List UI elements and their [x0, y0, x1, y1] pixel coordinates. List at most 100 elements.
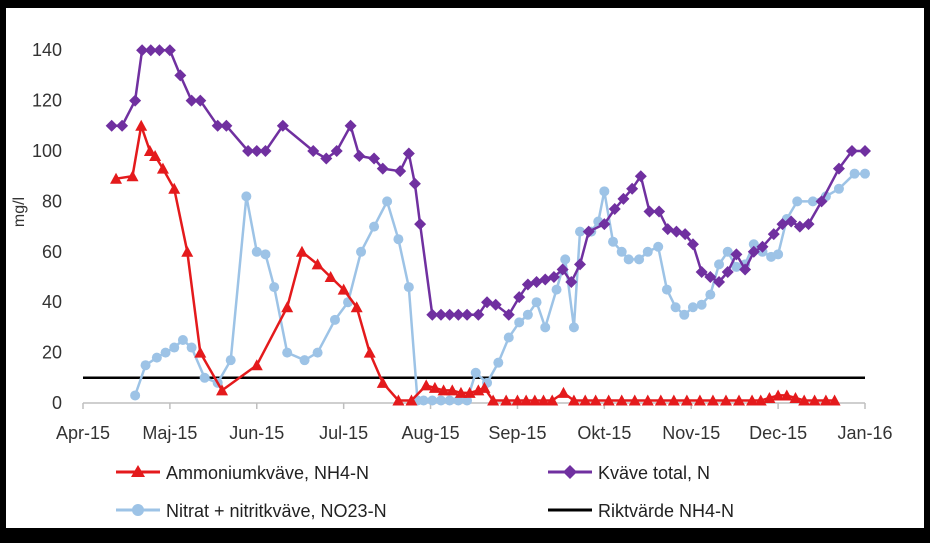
- series-1-point-25: [408, 177, 421, 190]
- y-tick-40: 40: [42, 292, 62, 312]
- series-0-point-30: [500, 394, 513, 406]
- series-0-point-37: [567, 394, 580, 406]
- series-1-point-8: [185, 94, 198, 107]
- y-tick-labels: 0 20 40 60 80 100 120 140: [32, 40, 62, 413]
- series-0-point-32: [520, 394, 533, 406]
- series-2-point-68: [807, 196, 818, 207]
- series-2-point-46: [608, 236, 619, 247]
- x-tick-0: Apr-15: [56, 423, 110, 443]
- legend-swatch-nitrat-marker: [132, 504, 144, 516]
- series-2-point-39: [551, 284, 562, 295]
- series-0-point-2: [135, 119, 148, 131]
- series-0-point-12: [295, 245, 308, 257]
- series-1-point-27: [426, 308, 439, 321]
- series-1-point-49: [634, 170, 647, 183]
- series-2-point-20: [369, 221, 380, 232]
- series-2-point-26: [427, 395, 438, 406]
- series-1-point-32: [472, 308, 485, 321]
- series-1-point-0: [105, 119, 118, 132]
- series-0-point-50: [733, 394, 746, 406]
- series-1-point-53: [670, 225, 683, 238]
- series-2-point-67: [792, 196, 803, 207]
- series-1-point-15: [276, 119, 289, 132]
- series-0-point-59: [819, 394, 832, 406]
- series-0-point-60: [828, 394, 841, 406]
- legend-swatch-kvave-marker: [563, 465, 577, 479]
- series-0: [110, 119, 841, 406]
- series-0-point-44: [654, 394, 667, 406]
- series-2-point-14: [282, 347, 293, 358]
- series-1-point-64: [767, 228, 780, 241]
- series-1-point-69: [815, 195, 828, 208]
- series-0-point-56: [789, 391, 802, 403]
- series-2-point-9: [225, 355, 236, 366]
- series-1-point-38: [530, 276, 543, 289]
- x-tick-6: Okt-15: [577, 423, 631, 443]
- series-1-point-10: [211, 119, 224, 132]
- series-0-point-21: [420, 379, 433, 391]
- series-0-point-49: [719, 394, 732, 406]
- series-2-point-71: [849, 168, 860, 179]
- series-1-point-41: [556, 263, 569, 276]
- series-1-point-9: [194, 94, 207, 107]
- series-0-point-16: [350, 301, 363, 313]
- series-2-point-23: [403, 282, 414, 293]
- series-0-point-35: [546, 394, 559, 406]
- series-1-point-37: [521, 278, 534, 291]
- series-0-point-1: [126, 170, 139, 182]
- series-2-point-7: [199, 372, 210, 383]
- series-0-point-51: [746, 394, 759, 406]
- series-2-point-49: [634, 254, 645, 265]
- series-2-point-6: [186, 342, 197, 353]
- series-2-point-2: [151, 352, 162, 363]
- series-0-point-36: [557, 386, 570, 398]
- series-2: [130, 168, 870, 406]
- series-0-point-42: [628, 394, 641, 406]
- series-0-point-13: [311, 258, 324, 270]
- series-1-point-5: [153, 44, 166, 57]
- series-1-point-21: [368, 152, 381, 165]
- series-2-point-62: [748, 239, 759, 250]
- series-2-point-3: [160, 347, 171, 358]
- series-0-point-3: [143, 145, 156, 156]
- series-0-point-9: [216, 384, 229, 396]
- series-1-point-46: [608, 202, 621, 215]
- series-1-point-33: [481, 296, 494, 309]
- series-1-point-58: [713, 276, 726, 289]
- series-1-point-6: [163, 44, 176, 57]
- series-2-point-40: [560, 254, 571, 265]
- series-0-point-57: [798, 394, 811, 406]
- series-1-point-63: [756, 240, 769, 253]
- series-1-point-20: [353, 150, 366, 163]
- series-1-point-26: [414, 218, 427, 231]
- series-0-point-34: [537, 394, 550, 406]
- series-2-point-70: [833, 183, 844, 194]
- series-1-point-7: [174, 69, 187, 82]
- series-2-point-34: [503, 332, 514, 343]
- series-2-point-45: [599, 186, 610, 197]
- series-0-point-24: [446, 384, 459, 396]
- series-1-point-13: [250, 145, 263, 157]
- series-1-point-61: [739, 263, 752, 276]
- legend-item-nitrat: Nitrat + nitritkväve, NO23-N: [116, 501, 387, 521]
- series-1-point-23: [394, 165, 407, 178]
- series-2-point-10: [241, 191, 252, 202]
- series-2-point-38: [540, 322, 551, 333]
- series-2-point-41: [568, 322, 579, 333]
- series-0-point-41: [615, 394, 628, 406]
- series-2-point-19: [356, 246, 367, 257]
- series-0-point-33: [528, 394, 541, 406]
- legend-item-ammonium: Ammoniumkväve, NH4-N: [116, 463, 369, 483]
- series-1-point-43: [574, 258, 587, 271]
- series-1-point-42: [565, 276, 578, 289]
- series-2-point-29: [453, 395, 464, 406]
- series-0-point-43: [641, 394, 654, 406]
- series-1-point-24: [402, 147, 415, 160]
- y-tick-20: 20: [42, 343, 62, 363]
- series-1-point-62: [747, 245, 760, 258]
- series-2-point-50: [642, 246, 653, 257]
- series-1-point-3: [136, 44, 149, 57]
- series-2-point-51: [653, 241, 664, 252]
